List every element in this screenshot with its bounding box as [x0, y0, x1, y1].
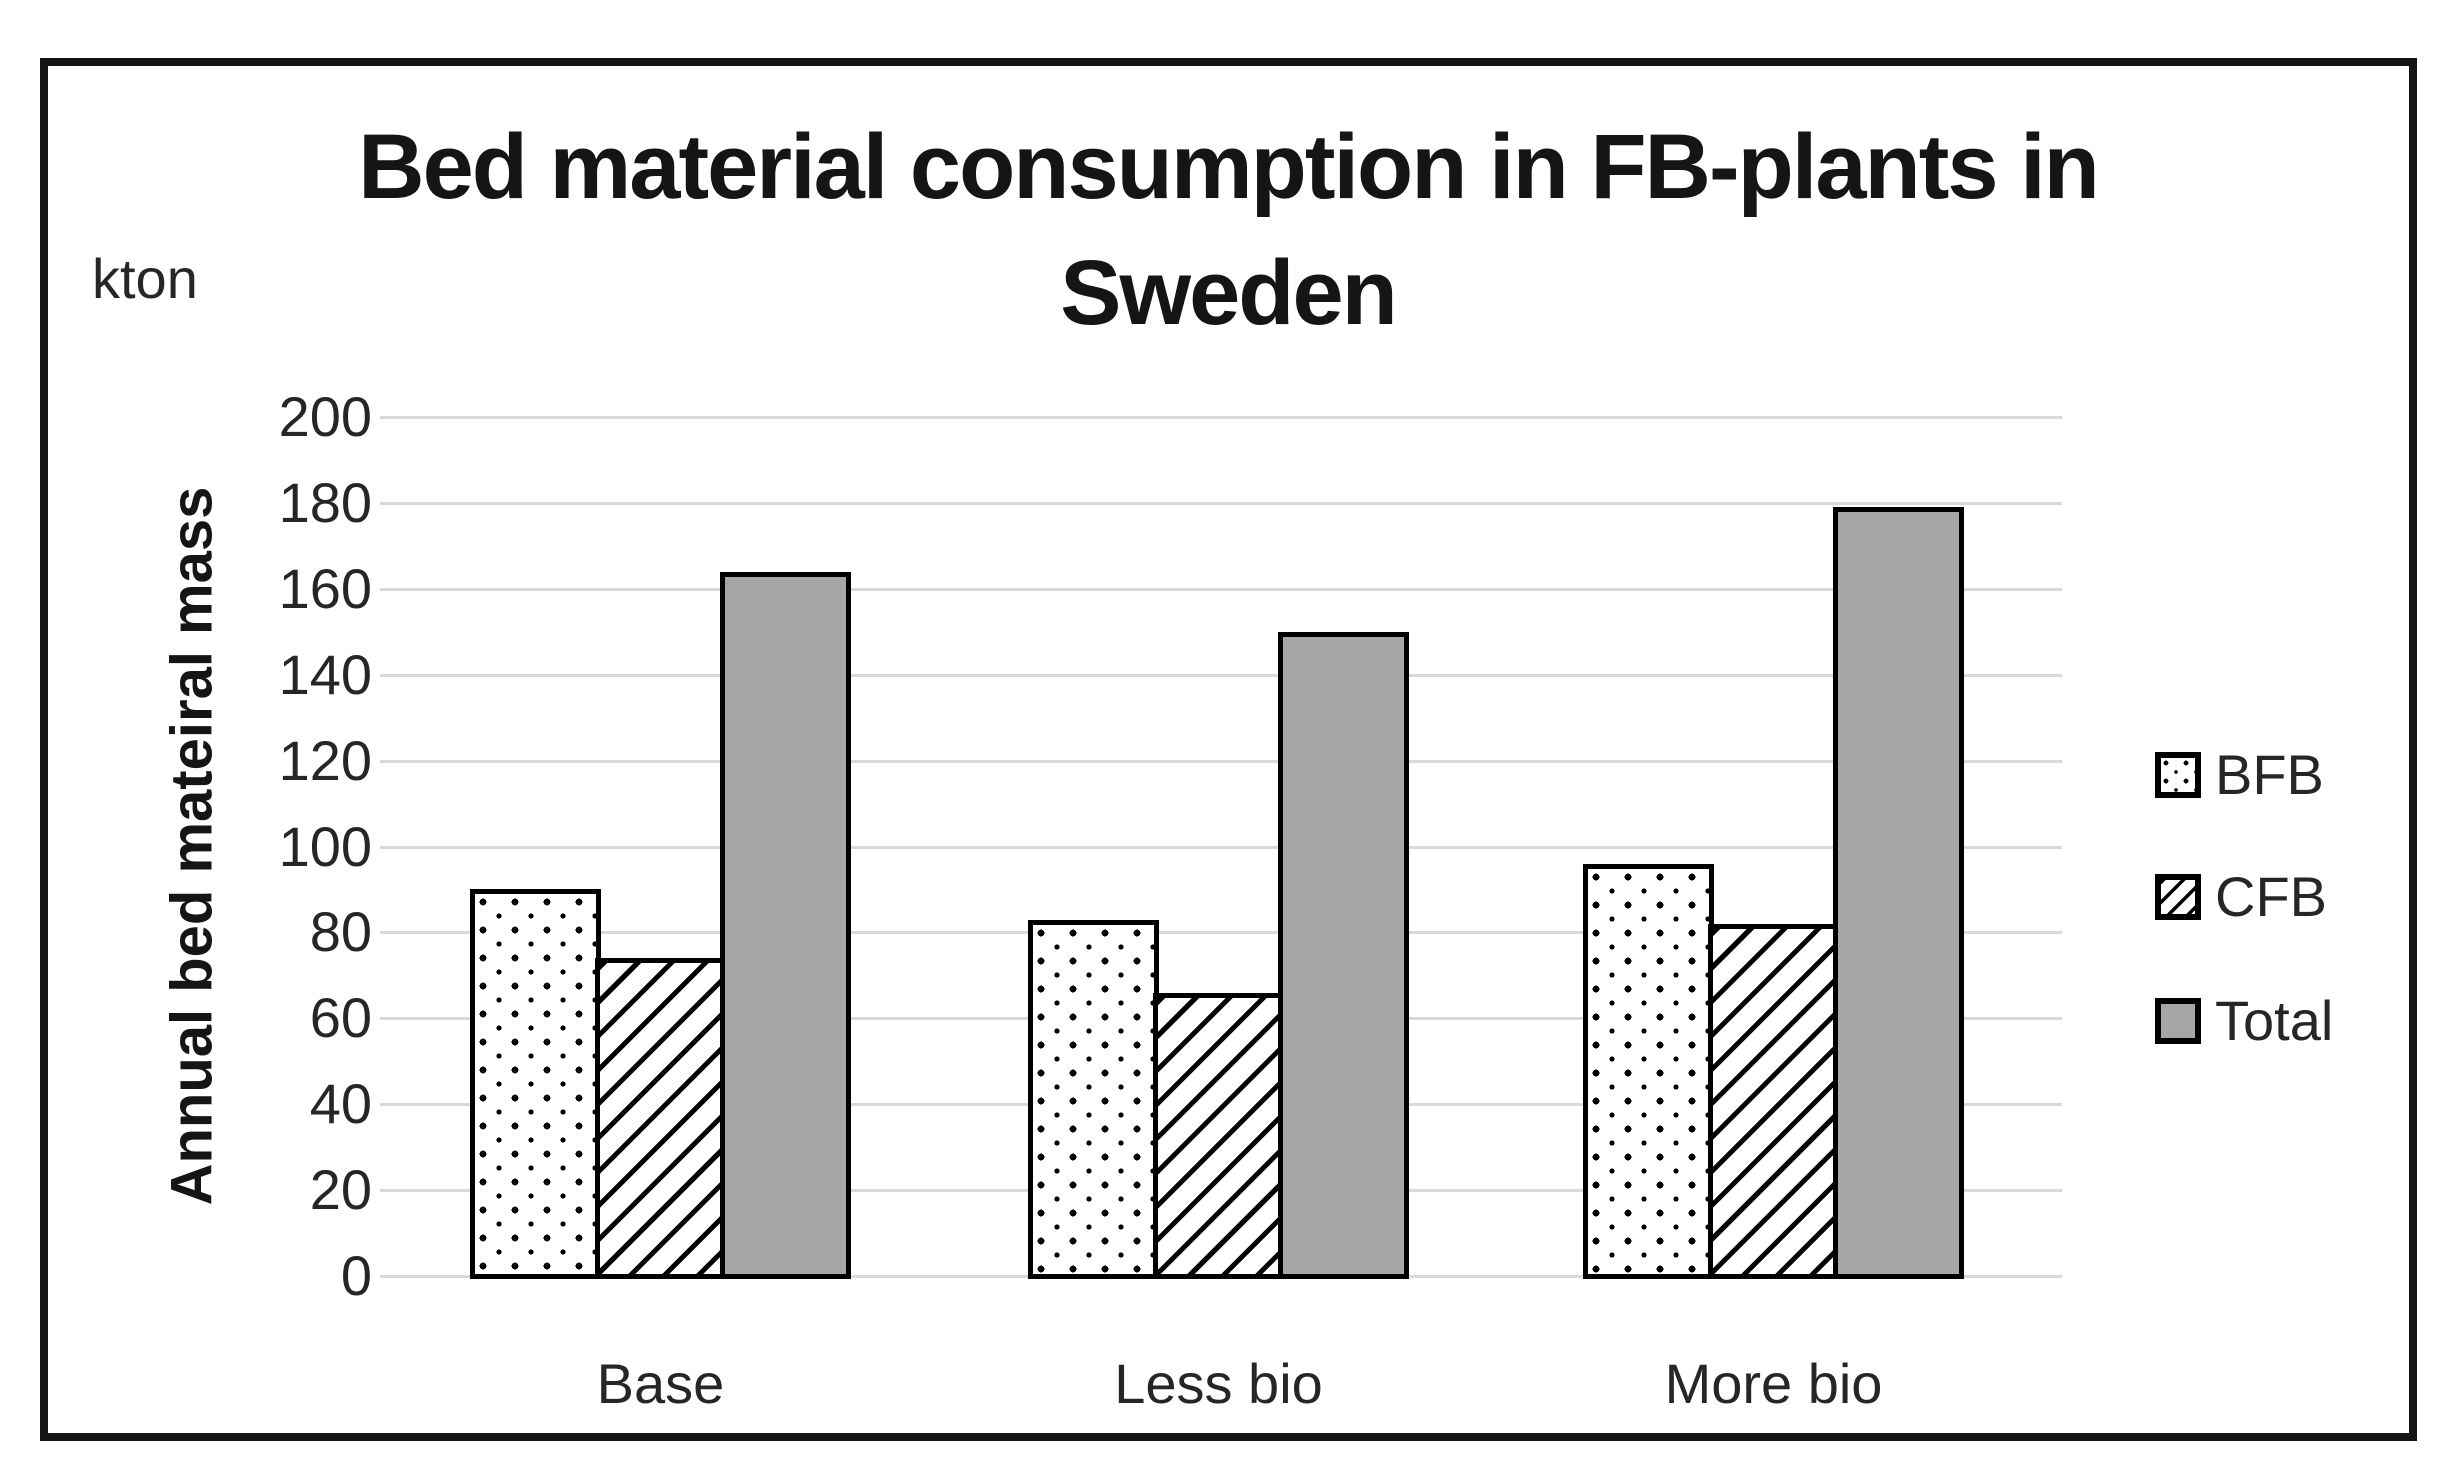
gridline-y-120	[380, 759, 2062, 763]
gridline-y-80	[380, 931, 2062, 935]
bar-cfb-base	[595, 958, 726, 1279]
y-axis-unit-label: kton	[92, 247, 198, 310]
bar-bfb-more-bio	[1583, 863, 1714, 1279]
x-category-label-base: Base	[596, 1352, 725, 1415]
y-tick-label-80: 80	[309, 900, 372, 964]
bar-total-less-bio	[1278, 631, 1409, 1279]
bar-cfb-more-bio	[1708, 923, 1839, 1279]
y-tick-label-200: 200	[278, 385, 372, 448]
legend-item-total: Total	[2155, 989, 2334, 1052]
x-category-label-more-bio: More bio	[1664, 1352, 1883, 1415]
bar-bfb-base	[470, 889, 601, 1279]
y-tick-label-120: 120	[278, 728, 372, 792]
chart-title: Bed material consumption in FB-plants in…	[38, 104, 2418, 356]
bar-total-base	[720, 571, 851, 1279]
y-tick-label-60: 60	[309, 986, 372, 1050]
chart-title-line-1: Bed material consumption in FB-plants in	[358, 116, 2100, 218]
legend-swatch-bfb-icon	[2155, 752, 2201, 798]
legend-label-total: Total	[2215, 989, 2334, 1052]
y-tick-label-20: 20	[309, 1158, 372, 1222]
legend-item-bfb: BFB	[2155, 743, 2324, 806]
legend-item-cfb: CFB	[2155, 865, 2327, 928]
chart-title-line-2: Sweden	[1060, 242, 1398, 344]
legend-label-bfb: BFB	[2215, 743, 2324, 806]
y-tick-label-180: 180	[278, 470, 372, 534]
y-tick-label-0: 0	[340, 1244, 372, 1307]
legend-swatch-total-icon	[2155, 998, 2201, 1044]
gridline-y-140	[380, 673, 2062, 677]
x-category-label-less-bio: Less bio	[1114, 1352, 1323, 1415]
bar-total-more-bio	[1833, 507, 1964, 1279]
bar-bfb-less-bio	[1028, 919, 1159, 1279]
y-tick-label-100: 100	[278, 814, 372, 878]
y-tick-label-40: 40	[309, 1072, 372, 1136]
gridline-y-160	[380, 587, 2062, 591]
legend-label-cfb: CFB	[2215, 865, 2327, 928]
gridline-y-100	[380, 845, 2062, 849]
gridline-y-200	[380, 416, 2062, 419]
y-tick-label-140: 140	[278, 642, 372, 706]
bar-cfb-less-bio	[1153, 992, 1284, 1279]
legend-swatch-cfb-icon	[2155, 874, 2201, 920]
y-tick-label-160: 160	[278, 556, 372, 620]
gridline-y-180	[380, 501, 2062, 505]
